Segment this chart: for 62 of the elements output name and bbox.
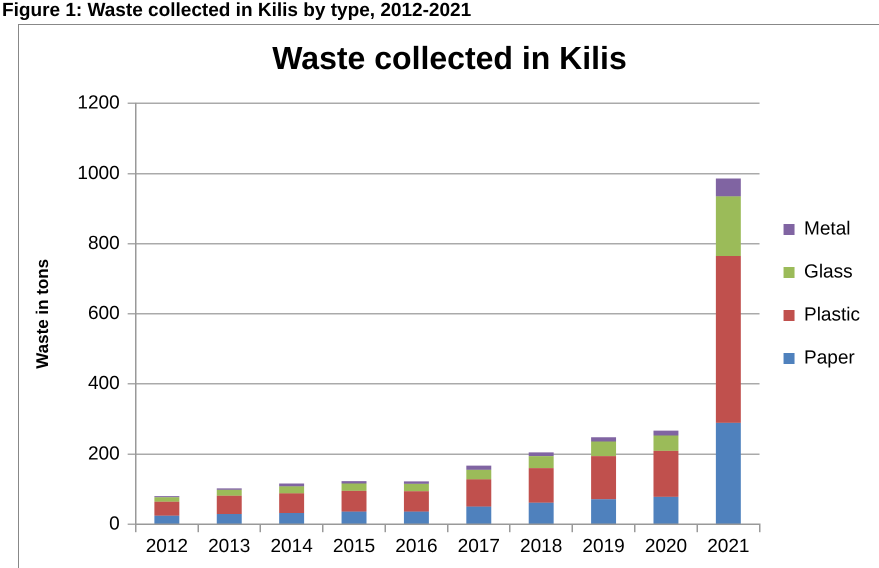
bar xyxy=(216,496,242,514)
y-tick-label: 600 xyxy=(88,303,120,324)
bar xyxy=(216,514,242,524)
bar xyxy=(528,456,554,468)
x-tick-label: 2016 xyxy=(395,536,438,557)
bar xyxy=(154,497,180,502)
bar xyxy=(716,256,741,423)
bar xyxy=(591,499,616,524)
caption: Figure 1: Waste collected in Kilis by type, 2012-2021 xyxy=(2,0,472,22)
bar xyxy=(653,496,678,524)
x-tick-label: 2015 xyxy=(332,536,376,557)
x-tick-label: 2021 xyxy=(707,536,750,557)
legend-label: Metal xyxy=(804,218,851,240)
bar xyxy=(716,422,741,524)
y-tick-label: 1000 xyxy=(77,162,120,184)
bar xyxy=(653,430,678,436)
bar xyxy=(279,486,304,494)
y-tick-label: 400 xyxy=(88,373,120,394)
bar xyxy=(404,484,429,492)
bar xyxy=(342,490,366,512)
bar xyxy=(279,484,304,486)
bar xyxy=(342,484,366,491)
y-axis-title: Waste in tons xyxy=(32,258,52,369)
bar xyxy=(342,481,366,484)
x-tick-label: 2014 xyxy=(270,536,314,557)
bar xyxy=(528,468,554,503)
bar xyxy=(279,493,304,513)
bar xyxy=(591,441,616,456)
y-tick-label: 0 xyxy=(109,513,120,534)
x-tick-label: 2017 xyxy=(458,536,500,557)
x-tick-label: 2013 xyxy=(208,536,250,557)
bar xyxy=(528,452,554,456)
bar xyxy=(154,502,180,516)
y-tick-label: 200 xyxy=(88,443,120,464)
y-tick-label: 1200 xyxy=(77,92,120,114)
legend-label: Plastic xyxy=(804,304,860,326)
chart-title: Waste collected in Kilis xyxy=(272,40,627,76)
bar xyxy=(716,196,741,256)
bar xyxy=(466,470,492,480)
bar xyxy=(404,481,429,484)
x-tick-label: 2018 xyxy=(520,536,562,557)
bar xyxy=(466,466,492,470)
bar xyxy=(404,512,429,524)
legend-label: Glass xyxy=(804,262,853,283)
bar xyxy=(342,512,366,524)
bar xyxy=(279,512,304,524)
bar xyxy=(528,502,554,524)
bar xyxy=(716,178,741,196)
bar xyxy=(653,435,678,451)
bar xyxy=(591,456,616,500)
x-tick-label: 2012 xyxy=(146,536,188,557)
bar xyxy=(466,506,492,524)
legend-label: Paper xyxy=(804,348,856,369)
bar xyxy=(653,450,678,497)
x-tick-label: 2020 xyxy=(644,536,688,557)
bar xyxy=(466,479,492,507)
y-tick-label: 800 xyxy=(88,232,120,254)
bar xyxy=(154,516,180,524)
bar xyxy=(404,491,429,512)
x-tick-label: 2019 xyxy=(582,536,625,557)
bar xyxy=(216,490,242,496)
bar xyxy=(591,437,616,442)
